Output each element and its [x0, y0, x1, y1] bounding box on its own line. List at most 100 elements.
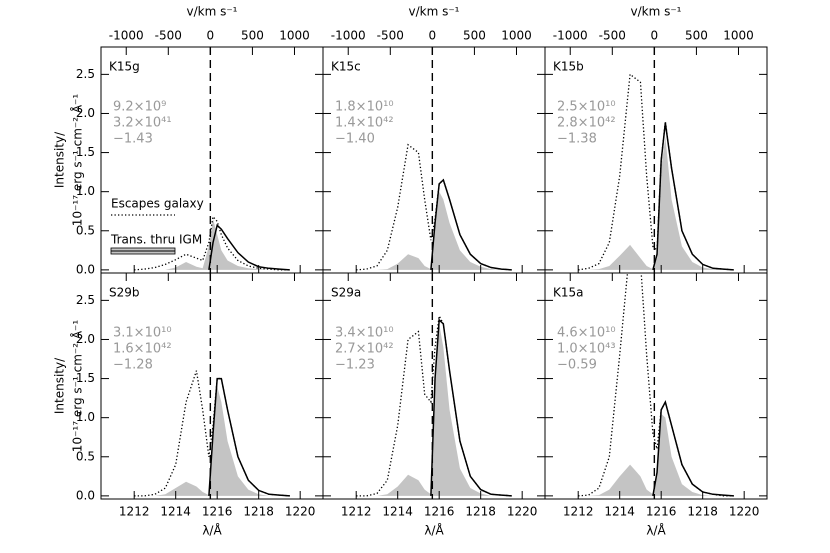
- annotation: −1.38: [557, 132, 597, 147]
- x-tick-label: 1214: [604, 505, 635, 519]
- panel-label: K15c: [331, 60, 361, 74]
- y-tick-label: 0.0: [76, 488, 95, 502]
- x2-tick-label: 1000: [501, 29, 532, 43]
- y-tick-label: 1.5: [76, 371, 95, 385]
- shaded-area: [578, 136, 734, 270]
- x-tick-label: 1220: [285, 505, 316, 519]
- panel-label: S29b: [109, 286, 140, 300]
- annotation: −0.59: [557, 358, 597, 373]
- intrinsic-line: [134, 215, 290, 271]
- shaded-area: [578, 413, 734, 496]
- plot-area: [356, 143, 512, 271]
- x2-tick-label: -500: [377, 29, 404, 43]
- x-tick-label: 1218: [243, 505, 274, 519]
- annotation: 1.8×10¹⁰: [335, 100, 394, 115]
- x-tick-label: 1220: [729, 505, 760, 519]
- panel-label: K15a: [553, 286, 584, 300]
- x-tick-label: 1218: [687, 505, 718, 519]
- transmitted-line: [430, 178, 512, 271]
- shaded-area: [356, 323, 512, 496]
- x2-axis-label: v/km s⁻¹: [631, 5, 682, 19]
- y-tick-label: 1.5: [76, 145, 95, 159]
- annotation: −1.23: [335, 358, 375, 373]
- y-tick-label: 2.0: [76, 332, 95, 346]
- x2-tick-label: 1000: [279, 29, 310, 43]
- shaded-area: [134, 386, 290, 496]
- annotation: 1.0×10⁴³: [557, 342, 616, 357]
- x-tick-label: 1212: [563, 505, 594, 519]
- legend-label: Trans. thru IGM: [110, 233, 202, 247]
- transmitted-line: [652, 122, 734, 271]
- x-tick-label: 1220: [507, 505, 538, 519]
- panel-label: K15g: [109, 60, 140, 74]
- plot-area: [134, 215, 290, 271]
- annotation: 4.6×10¹⁰: [557, 326, 616, 341]
- annotation: 2.7×10⁴²: [335, 342, 394, 357]
- annotation: 3.2×10⁴¹: [113, 116, 172, 131]
- x-tick-label: 1216: [424, 505, 455, 519]
- transmitted-line: [208, 377, 290, 497]
- x-tick-label: 1214: [382, 505, 413, 519]
- y-tick-label: 1.0: [76, 410, 95, 424]
- annotation: 1.6×10⁴²: [113, 342, 172, 357]
- panel-label: S29a: [331, 286, 361, 300]
- x-tick-label: 1216: [646, 505, 677, 519]
- y-tick-label: 2.0: [76, 106, 95, 120]
- annotation: 9.2×10⁹: [113, 100, 166, 115]
- y-axis-label: Intensity/: [53, 131, 67, 188]
- x2-tick-label: -1000: [553, 29, 588, 43]
- transmitted-line: [652, 399, 734, 497]
- annotation: 3.1×10¹⁰: [113, 326, 172, 341]
- x-tick-label: 1212: [119, 505, 150, 519]
- annotation: 3.4×10¹⁰: [335, 326, 394, 341]
- annotation: 1.4×10⁴²: [335, 116, 394, 131]
- transmitted-line: [430, 318, 512, 497]
- panel-frame: [544, 46, 768, 274]
- y-tick-label: 2.5: [76, 67, 95, 81]
- plot-area: [134, 370, 290, 497]
- x2-tick-label: 0: [207, 29, 215, 43]
- shaded-area: [356, 191, 512, 270]
- panel-frame: [544, 272, 768, 500]
- x-tick-label: 1212: [341, 505, 372, 519]
- y-tick-label: 2.5: [76, 293, 95, 307]
- x2-tick-label: -1000: [331, 29, 366, 43]
- y-tick-label: 0.5: [76, 223, 95, 237]
- legend-label: Escapes galaxy: [111, 197, 204, 211]
- x-tick-label: 1216: [202, 505, 233, 519]
- plot-area: [578, 273, 734, 497]
- x2-axis-label: v/km s⁻¹: [409, 5, 460, 19]
- y-tick-label: 0.0: [76, 262, 95, 276]
- annotation: −1.28: [113, 358, 153, 373]
- x2-axis-label: v/km s⁻¹: [187, 5, 238, 19]
- y-tick-label: 0.5: [76, 449, 95, 463]
- x-axis-label: λ/Å: [202, 523, 222, 538]
- annotation: −1.43: [113, 132, 153, 147]
- y-axis-label: Intensity/: [53, 357, 67, 414]
- x2-tick-label: 0: [429, 29, 437, 43]
- x2-tick-label: 500: [685, 29, 708, 43]
- x-axis-label: λ/Å: [646, 523, 666, 538]
- x2-tick-label: 500: [241, 29, 264, 43]
- x-tick-label: 1218: [465, 505, 496, 519]
- y-axis-label: 10⁻¹⁷ erg s⁻¹ cm⁻² Å⁻¹: [70, 94, 85, 227]
- annotation: 2.5×10¹⁰: [557, 100, 616, 115]
- x-axis-label: λ/Å: [424, 523, 444, 538]
- x2-tick-label: 500: [463, 29, 486, 43]
- x2-tick-label: 0: [651, 29, 659, 43]
- x2-tick-label: 1000: [723, 29, 754, 43]
- annotation: −1.40: [335, 132, 375, 147]
- plot-area: [356, 313, 512, 497]
- x2-tick-label: -500: [599, 29, 626, 43]
- plot-area: [578, 73, 734, 271]
- x2-tick-label: -1000: [109, 29, 144, 43]
- intrinsic-line: [578, 273, 734, 497]
- panel-label: K15b: [553, 60, 584, 74]
- y-axis-label: 10⁻¹⁷ erg s⁻¹ cm⁻² Å⁻¹: [70, 320, 85, 453]
- annotation: 2.8×10⁴²: [557, 116, 616, 131]
- x-tick-label: 1214: [160, 505, 191, 519]
- y-tick-label: 1.0: [76, 184, 95, 198]
- x2-tick-label: -500: [155, 29, 182, 43]
- transmitted-line: [208, 223, 290, 271]
